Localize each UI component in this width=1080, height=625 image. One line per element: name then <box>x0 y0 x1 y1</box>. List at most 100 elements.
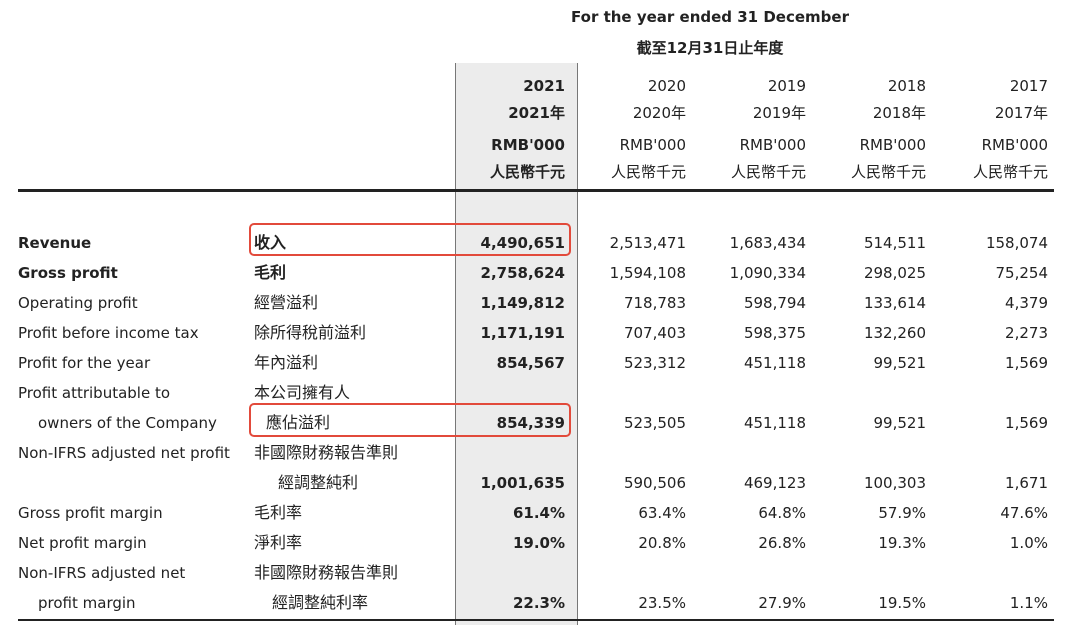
column-unit: RMB'000 <box>739 136 806 154</box>
row-value: 75,254 <box>995 264 1049 282</box>
column-year: 2018 <box>887 77 926 95</box>
row-value: 2,513,471 <box>609 234 686 252</box>
column-year-zh: 2020年 <box>632 104 686 122</box>
row-value: 4,490,651 <box>480 234 565 252</box>
row-value: 64.8% <box>758 504 806 522</box>
column-year-zh: 2019年 <box>752 104 806 122</box>
row-label-zh: 非國際財務報告準則 <box>254 563 399 582</box>
row-value: 20.8% <box>638 534 686 552</box>
row-value: 469,123 <box>743 474 806 492</box>
column-year-zh: 2018年 <box>872 104 926 122</box>
row-value: 100,303 <box>863 474 926 492</box>
row-value: 4,379 <box>1005 294 1048 312</box>
row-label-zh: 本公司擁有人 <box>254 383 351 402</box>
current-year-column-highlight <box>455 63 578 625</box>
row-label-en: Non-IFRS adjusted net <box>18 564 186 582</box>
row-value: 1,171,191 <box>480 324 565 342</box>
row-label-en: Profit for the year <box>18 354 151 372</box>
row-label-en: Revenue <box>18 234 92 252</box>
row-value: 718,783 <box>623 294 686 312</box>
row-value: 133,614 <box>863 294 926 312</box>
row-label-zh: 非國際財務報告準則 <box>254 443 399 462</box>
row-value: 27.9% <box>758 594 806 612</box>
row-value: 1,671 <box>1005 474 1048 492</box>
row-value: 523,312 <box>623 354 686 372</box>
row-label-zh: 應佔溢利 <box>266 413 331 432</box>
row-label-zh: 經調整純利 <box>278 473 359 492</box>
column-unit: RMB'000 <box>981 136 1048 154</box>
column-unit: RMB'000 <box>859 136 926 154</box>
column-year: 2020 <box>647 77 686 95</box>
row-label-zh: 收入 <box>254 233 287 252</box>
row-value: 2,273 <box>1005 324 1048 342</box>
row-value: 22.3% <box>512 594 565 612</box>
row-value: 26.8% <box>758 534 806 552</box>
row-value: 598,794 <box>743 294 806 312</box>
column-year: 2021 <box>523 77 565 95</box>
row-label-en: Non-IFRS adjusted net profit <box>18 444 230 462</box>
row-value: 1,683,434 <box>729 234 806 252</box>
row-value: 523,505 <box>623 414 686 432</box>
row-value: 19.0% <box>512 534 565 552</box>
row-label-zh: 淨利率 <box>254 533 303 552</box>
row-value: 47.6% <box>1000 504 1048 522</box>
row-label-zh: 年內溢利 <box>254 353 319 372</box>
row-value: 2,758,624 <box>480 264 565 282</box>
row-label-en: owners of the Company <box>38 414 217 432</box>
row-value: 1,594,108 <box>609 264 686 282</box>
row-value: 57.9% <box>878 504 926 522</box>
row-value: 298,025 <box>863 264 926 282</box>
row-value: 707,403 <box>623 324 686 342</box>
row-value: 63.4% <box>638 504 686 522</box>
row-value: 598,375 <box>743 324 806 342</box>
column-unit-zh: 人民幣千元 <box>610 163 686 181</box>
row-value: 590,506 <box>623 474 686 492</box>
row-label-en: Net profit margin <box>18 534 147 552</box>
column-year-zh: 2021年 <box>508 104 565 122</box>
row-label-en: Profit before income tax <box>18 324 199 342</box>
row-value: 1,569 <box>1005 414 1048 432</box>
row-value: 23.5% <box>638 594 686 612</box>
period-title-zh: 截至12月31日止年度 <box>636 39 784 57</box>
row-value: 99,521 <box>873 354 927 372</box>
column-unit: RMB'000 <box>619 136 686 154</box>
row-label-zh: 毛利率 <box>254 503 303 522</box>
row-value: 514,511 <box>863 234 926 252</box>
row-value: 1.1% <box>1009 594 1048 612</box>
column-year-zh: 2017年 <box>994 104 1048 122</box>
header-rule <box>18 189 1054 192</box>
row-value: 1,149,812 <box>480 294 565 312</box>
row-label-en: Profit attributable to <box>18 384 171 402</box>
row-value: 132,260 <box>863 324 926 342</box>
column-unit-zh: 人民幣千元 <box>730 163 806 181</box>
period-title-en: For the year ended 31 December <box>571 8 849 26</box>
row-label-en: Gross profit margin <box>18 504 163 522</box>
column-year: 2017 <box>1009 77 1048 95</box>
column-year: 2019 <box>767 77 806 95</box>
row-value: 451,118 <box>743 414 806 432</box>
row-value: 854,567 <box>496 354 565 372</box>
row-label-zh: 經調整純利率 <box>272 593 369 612</box>
row-value: 19.5% <box>878 594 926 612</box>
bottom-rule <box>18 619 1054 621</box>
row-label-zh: 毛利 <box>254 263 287 282</box>
attributable-profit-highlight-box <box>249 403 571 437</box>
row-label-en: profit margin <box>38 594 136 612</box>
row-value: 158,074 <box>985 234 1048 252</box>
row-value: 1.0% <box>1009 534 1048 552</box>
row-value: 61.4% <box>512 504 565 522</box>
column-unit-zh: 人民幣千元 <box>850 163 926 181</box>
row-label-zh: 經營溢利 <box>254 293 319 312</box>
row-label-zh: 除所得稅前溢利 <box>254 323 367 342</box>
row-value: 451,118 <box>743 354 806 372</box>
row-label-en: Operating profit <box>18 294 138 312</box>
row-value: 854,339 <box>496 414 565 432</box>
row-value: 1,001,635 <box>480 474 565 492</box>
row-value: 1,569 <box>1005 354 1048 372</box>
row-label-en: Gross profit <box>18 264 118 282</box>
revenue-highlight-box <box>249 223 571 256</box>
column-unit-zh: 人民幣千元 <box>489 163 565 181</box>
column-unit-zh: 人民幣千元 <box>972 163 1048 181</box>
row-value: 19.3% <box>878 534 926 552</box>
column-unit: RMB'000 <box>491 136 565 154</box>
